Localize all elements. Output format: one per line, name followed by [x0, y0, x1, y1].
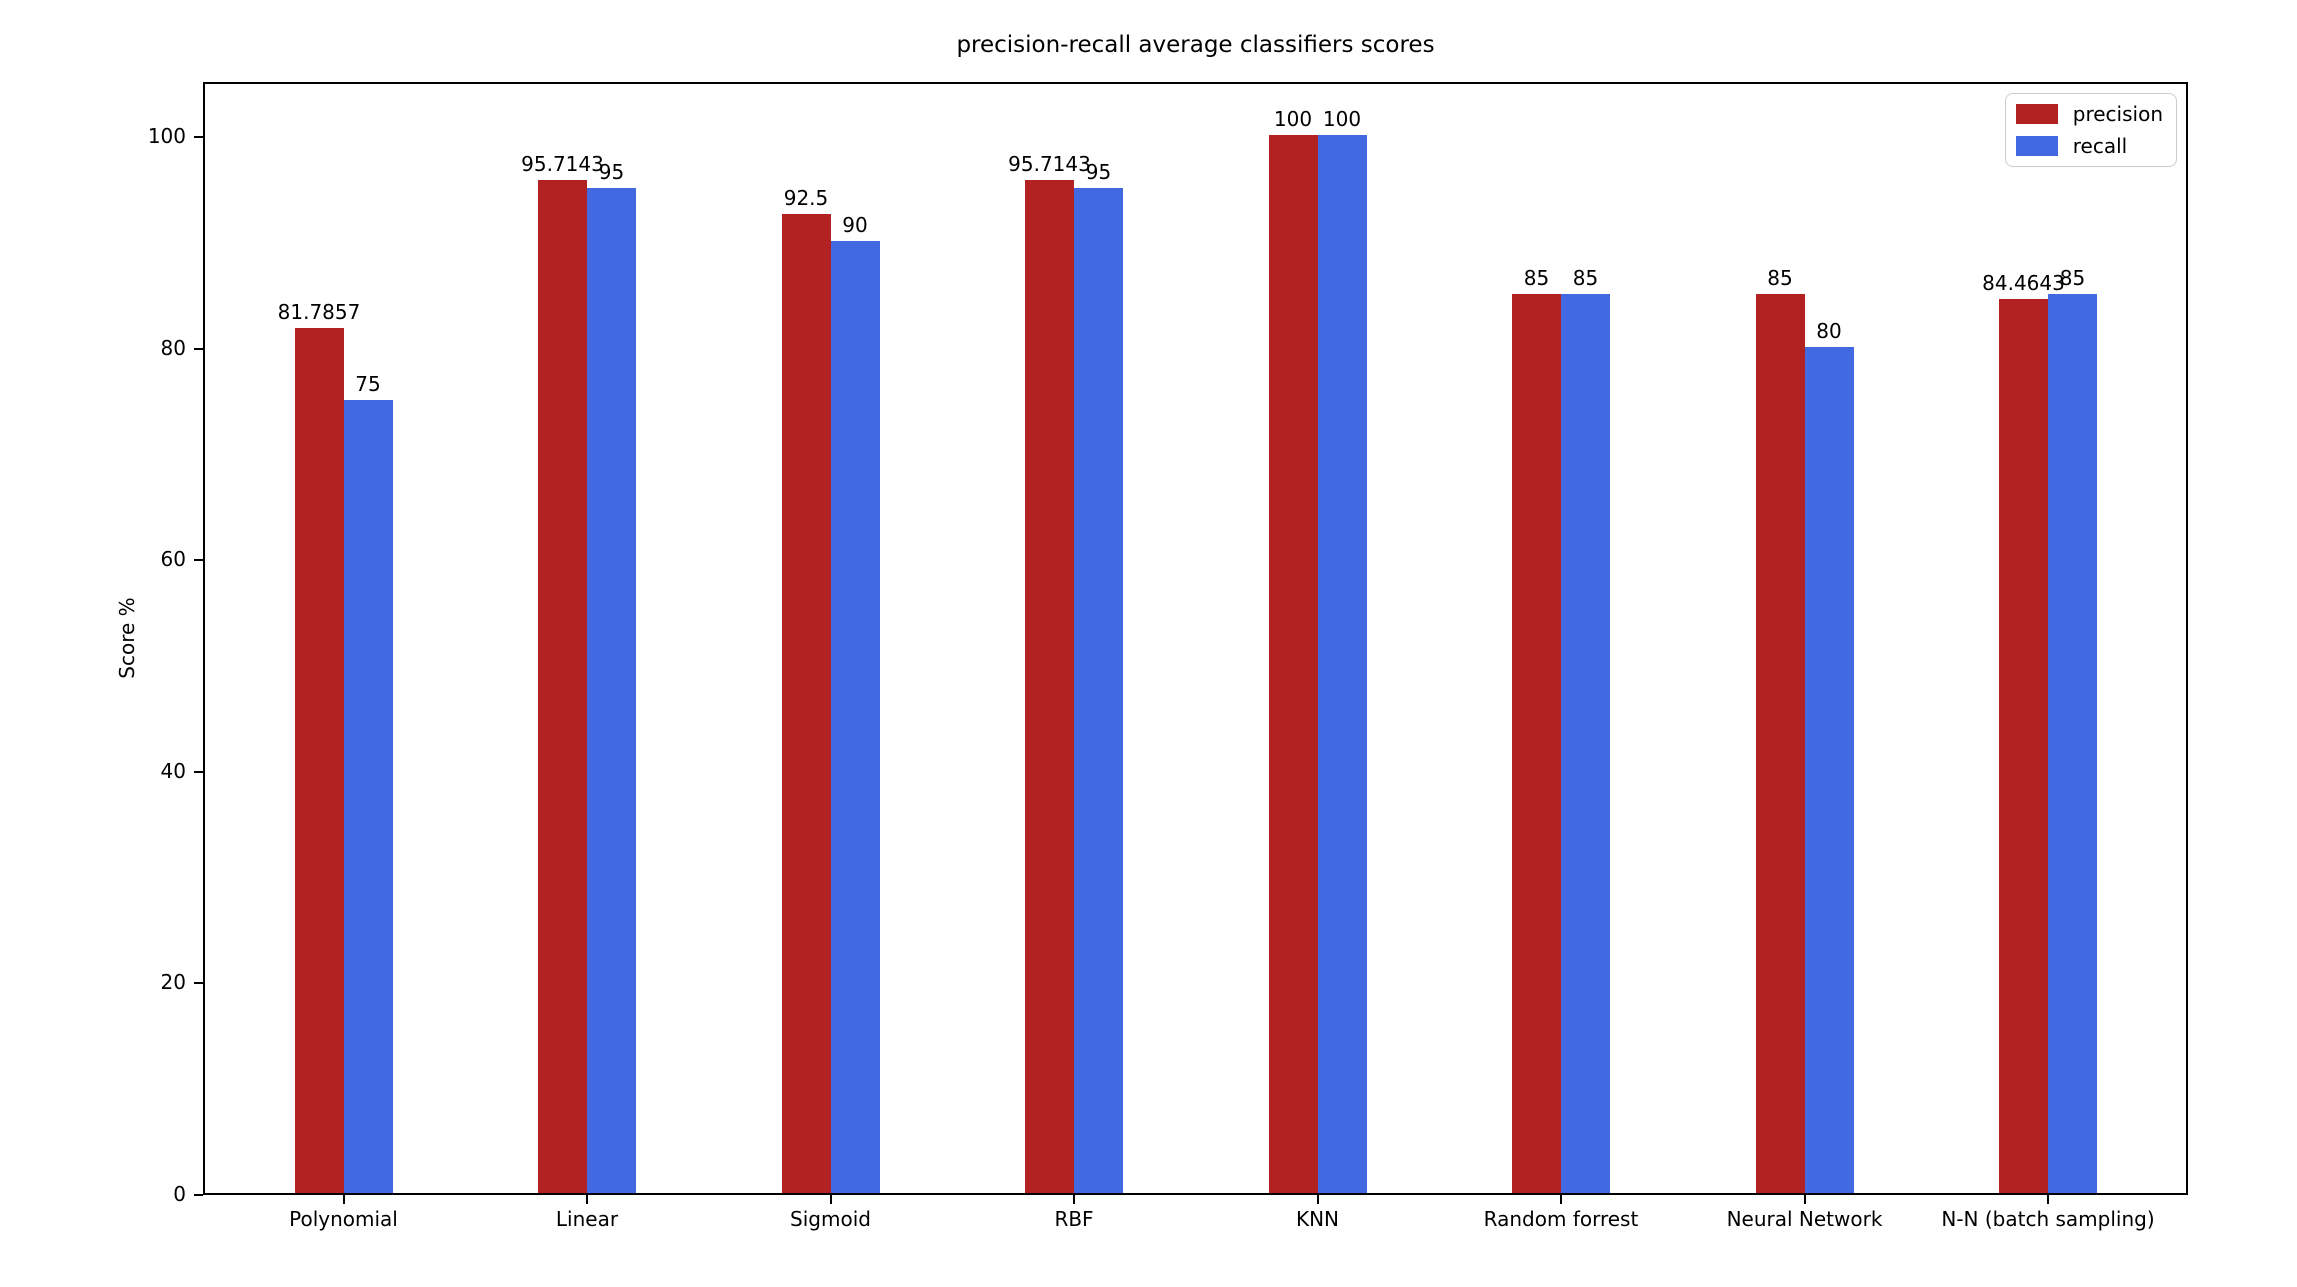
y-tick-label: 0 [173, 1182, 186, 1206]
x-tick-mark [1803, 1195, 1806, 1204]
x-tick-label: Polynomial [289, 1207, 398, 1231]
bar-precision [1512, 293, 1561, 1193]
legend-item-recall: recall [2015, 134, 2163, 158]
legend-swatch-precision [2015, 104, 2058, 124]
bar-precision [1999, 299, 2048, 1193]
y-tick-label: 20 [160, 970, 186, 995]
bar-precision [1755, 293, 1805, 1193]
bar-recall [587, 187, 636, 1193]
bar-value-label-recall: 90 [842, 212, 868, 237]
legend-swatch-recall [2015, 136, 2058, 156]
bar-value-label-precision: 85 [1523, 265, 1550, 290]
plot-area: 81.7857 75 95.7143 95 92.5 90 95.7143 95 100 100 8… [203, 82, 2188, 1195]
y-tick-mark [194, 982, 203, 985]
bar-value-label-precision: 81.7857 [277, 299, 361, 324]
x-tick-mark [342, 1195, 345, 1204]
x-tick-mark [1073, 1195, 1075, 1204]
x-tick-mark [586, 1195, 588, 1204]
y-tick-label: 40 [160, 758, 186, 783]
bar-value-label-recall: 85 [2059, 265, 2086, 290]
y-tick-label: 100 [147, 124, 186, 148]
bar-value-label-precision: 84.4643 [1982, 271, 2065, 296]
bar-value-label-recall: 75 [355, 371, 381, 396]
x-tick-label: Sigmoid [790, 1207, 871, 1231]
bar-value-label-precision: 95.7143 [1008, 152, 1091, 177]
chart-title: precision-recall average classifiers sco… [956, 32, 1435, 58]
bar-precision [1025, 180, 1074, 1193]
y-tick-label: 60 [160, 547, 186, 572]
bar-value-label-recall: 100 [1322, 107, 1362, 131]
bar-value-label-recall: 95 [1085, 159, 1112, 184]
bar-recall [2048, 293, 2097, 1193]
y-tick-mark [194, 1194, 203, 1196]
x-tick-label: KNN [1295, 1207, 1340, 1231]
bar-value-label-precision: 92.5 [783, 186, 829, 211]
legend: precision recall [2004, 93, 2177, 167]
bar-recall [1317, 135, 1367, 1193]
bar-value-label-recall: 95 [598, 159, 625, 184]
bar-precision [781, 214, 831, 1193]
x-tick-label: RBF [1054, 1207, 1094, 1231]
y-tick-label: 80 [160, 335, 186, 360]
x-tick-mark [829, 1195, 832, 1204]
bar-precision [1268, 135, 1318, 1193]
bar-value-label-precision: 85 [1767, 265, 1793, 290]
bar-recall [1074, 187, 1123, 1193]
bar-recall [1561, 293, 1610, 1193]
x-tick-label: Random forrest [1483, 1207, 1639, 1231]
legend-item-precision: precision [2015, 102, 2163, 126]
y-tick-mark [194, 136, 203, 138]
legend-label: recall [2072, 134, 2128, 158]
bar-recall [830, 240, 880, 1193]
x-tick-label: N-N (batch sampling) [1941, 1207, 2155, 1231]
y-axis-label: Score % [115, 597, 139, 679]
bar-value-label-precision: 100 [1273, 107, 1313, 131]
x-tick-mark [1316, 1195, 1319, 1204]
legend-label: precision [2072, 102, 2163, 126]
y-tick-mark [194, 559, 203, 562]
x-tick-label: Neural Network [1726, 1207, 1883, 1231]
x-tick-mark [2047, 1195, 2049, 1204]
x-tick-label: Linear [555, 1207, 619, 1231]
bar-value-label-precision: 95.7143 [521, 152, 604, 177]
bar-precision [538, 180, 587, 1193]
y-tick-mark [194, 770, 203, 773]
bar-precision [294, 327, 344, 1193]
bar-recall [343, 399, 393, 1193]
y-tick-mark [194, 347, 203, 350]
bar-recall [1804, 346, 1854, 1193]
x-tick-mark [1560, 1195, 1562, 1204]
bar-value-label-recall: 80 [1816, 318, 1842, 343]
bar-value-label-recall: 85 [1572, 265, 1599, 290]
